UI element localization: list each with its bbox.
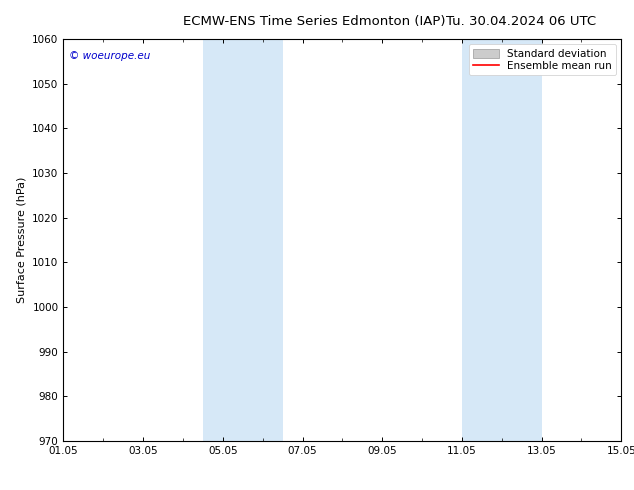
Text: © woeurope.eu: © woeurope.eu [69,51,150,61]
Legend: Standard deviation, Ensemble mean run: Standard deviation, Ensemble mean run [469,45,616,75]
Text: ECMW-ENS Time Series Edmonton (IAP): ECMW-ENS Time Series Edmonton (IAP) [183,15,446,28]
Bar [462,39,541,441]
Text: Tu. 30.04.2024 06 UTC: Tu. 30.04.2024 06 UTC [446,15,596,28]
Bar [203,39,283,441]
Y-axis label: Surface Pressure (hPa): Surface Pressure (hPa) [16,177,27,303]
